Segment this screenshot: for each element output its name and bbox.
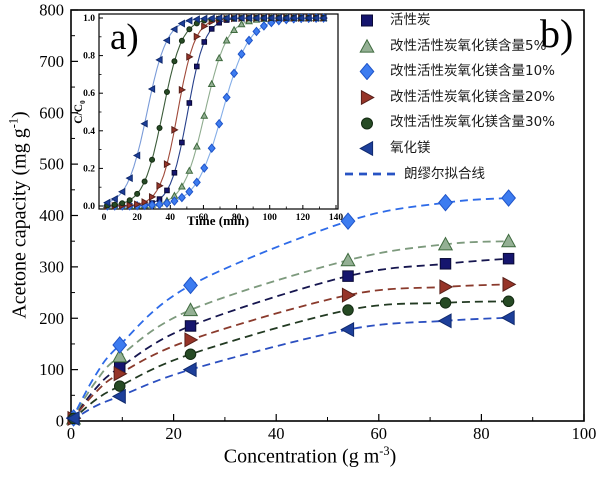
series-4 [67, 295, 515, 425]
fit-curve-0 [70, 257, 509, 422]
svg-text:120: 120 [296, 213, 311, 223]
y-axis-title-sup: -1 [6, 117, 21, 129]
panel-label-a: a) [110, 17, 139, 58]
legend-item-3: 改性活性炭氧化镁含量20% [344, 85, 555, 111]
svg-text:0.2: 0.2 [83, 164, 95, 174]
legend-item-0: 活性炭 [344, 8, 555, 34]
svg-text:80: 80 [232, 213, 242, 223]
legend-label: 改性活性炭氧化镁含量5% [390, 37, 547, 54]
legend-label: 改性活性炭氧化镁含量10% [390, 63, 556, 80]
svg-text:200: 200 [39, 309, 64, 328]
y-axis-title-text: Acetone capacity (mg g [8, 128, 31, 319]
fit-curve-1 [70, 240, 509, 422]
x-axis-title-end: ) [389, 445, 397, 468]
y-axis-title-end: ) [8, 111, 31, 118]
svg-text:500: 500 [39, 155, 64, 174]
legend-item-4: 改性活性炭氧化镁含量30% [344, 110, 555, 136]
square-marker-icon [344, 12, 390, 29]
inset-y-axis-title-sub: 0 [79, 100, 88, 104]
inset-frame [98, 13, 339, 210]
fit-curve-5 [70, 316, 509, 422]
data-points [65, 189, 517, 427]
svg-text:300: 300 [39, 257, 64, 276]
svg-text:40: 40 [268, 424, 285, 443]
svg-text:0: 0 [67, 424, 75, 443]
svg-text:0.6: 0.6 [83, 89, 95, 99]
svg-text:40: 40 [166, 213, 176, 223]
circle-marker-icon [344, 115, 390, 132]
inset-y-axis-title-text: C/C [72, 103, 85, 124]
triangle-left-marker-icon [344, 140, 390, 157]
x-axis-title-sup: -3 [379, 444, 390, 458]
svg-text:100: 100 [263, 213, 278, 223]
inset-plot: 0 20 40 60 80 100 120 140 0.0 0.2 0.4 0.6 0.8 1.0 [83, 13, 344, 223]
svg-text:60: 60 [371, 424, 388, 443]
series-0 [67, 252, 515, 425]
diamond-marker-icon [344, 63, 390, 81]
y-axis-title: Acetone capacity (mg g-1) [7, 111, 32, 318]
svg-text:700: 700 [39, 52, 64, 71]
triangle-up-marker-icon [344, 38, 390, 55]
x-axis-title-text: Concentration (g m [223, 445, 380, 468]
svg-text:100: 100 [39, 360, 64, 379]
svg-text:0: 0 [102, 213, 107, 223]
svg-text:100: 100 [572, 424, 597, 443]
svg-text:0.4: 0.4 [83, 127, 95, 137]
svg-text:600: 600 [39, 103, 64, 122]
svg-text:800: 800 [39, 1, 64, 20]
legend-label: 改性活性炭氧化镁含量30% [390, 114, 556, 131]
dashed-line-icon [344, 169, 398, 179]
legend-item-1: 改性活性炭氧化镁含量5% [344, 34, 555, 60]
panel-label-b: b) [540, 11, 574, 56]
inset-y-axis-title: C/C0 [73, 100, 87, 123]
inset-series-5 [103, 14, 327, 207]
svg-text:1.0: 1.0 [83, 14, 95, 24]
legend-label: 活性炭 [390, 12, 431, 29]
svg-text:80: 80 [473, 424, 490, 443]
svg-text:60: 60 [199, 213, 209, 223]
legend-item-5: 氧化镁 [344, 136, 555, 162]
svg-text:0: 0 [56, 412, 64, 431]
svg-text:20: 20 [132, 213, 142, 223]
inset-x-axis-title: Time (min) [186, 213, 250, 228]
legend-label: 朗缪尔拟合线 [404, 165, 485, 182]
series-5 [65, 310, 515, 427]
svg-text:0.0: 0.0 [83, 202, 95, 212]
svg-text:140: 140 [329, 213, 344, 223]
legend-label: 氧化镁 [390, 140, 431, 157]
svg-text:0.8: 0.8 [83, 52, 95, 62]
legend-item-2: 改性活性炭氧化镁含量10% [344, 59, 555, 85]
svg-text:400: 400 [39, 206, 64, 225]
svg-text:20: 20 [165, 424, 182, 443]
legend-label: 改性活性炭氧化镁含量20% [390, 88, 556, 105]
legend: 活性炭改性活性炭氧化镁含量5% 改性活性炭氧化镁含量10% 改性活性炭氧化镁含量20… [344, 8, 555, 187]
langmuir-fit-curves [70, 197, 509, 422]
legend-item-fit-line: 朗缪尔拟合线 [344, 162, 555, 188]
x-axis-title: Concentration (g m-3) [150, 444, 470, 469]
triangle-right-marker-icon [344, 89, 390, 106]
